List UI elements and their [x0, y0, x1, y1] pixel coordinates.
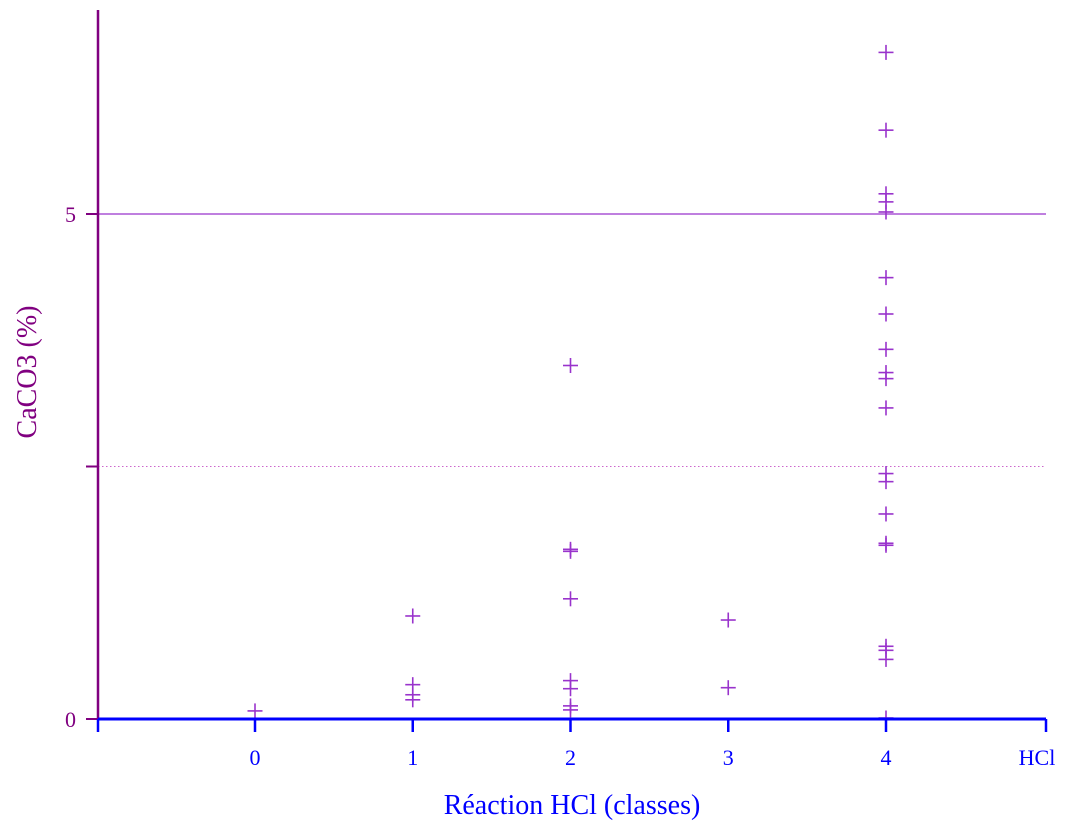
axes — [86, 10, 1048, 732]
data-point — [878, 204, 894, 220]
data-point — [878, 306, 894, 322]
x-tick-label: 0 — [250, 745, 261, 770]
data-point — [563, 702, 578, 718]
data-point — [878, 371, 894, 387]
data-point — [878, 44, 894, 60]
data-points — [247, 44, 894, 726]
data-point — [563, 591, 578, 607]
x-tick-label: 3 — [723, 745, 734, 770]
y-axis-title: CaCO3 (%) — [12, 306, 43, 439]
y-tick-label: 0 — [65, 707, 76, 732]
data-point — [878, 400, 894, 416]
tick-labels: 0 1 2 3 4 HCl 0 5 — [65, 202, 1055, 770]
data-point — [405, 692, 421, 708]
gridlines — [98, 213, 1046, 467]
data-point — [878, 537, 894, 553]
data-point — [563, 681, 578, 697]
data-point — [878, 474, 894, 490]
data-point — [878, 341, 894, 357]
data-point — [563, 543, 578, 559]
x-axis-title: Réaction HCl (classes) — [444, 790, 701, 821]
data-point — [878, 506, 894, 522]
x-tick-label: 1 — [407, 745, 418, 770]
x-tick-label: 4 — [881, 745, 892, 770]
x-tick-label: HCl — [1019, 745, 1056, 770]
y-tick-label: 5 — [65, 202, 76, 227]
x-tick-label: 2 — [565, 745, 576, 770]
data-point — [878, 651, 894, 667]
data-point — [563, 358, 578, 373]
data-point — [878, 122, 894, 138]
data-point — [720, 612, 736, 628]
data-point — [878, 270, 894, 286]
data-point — [405, 608, 421, 624]
data-point — [247, 703, 263, 719]
data-point — [720, 680, 736, 696]
